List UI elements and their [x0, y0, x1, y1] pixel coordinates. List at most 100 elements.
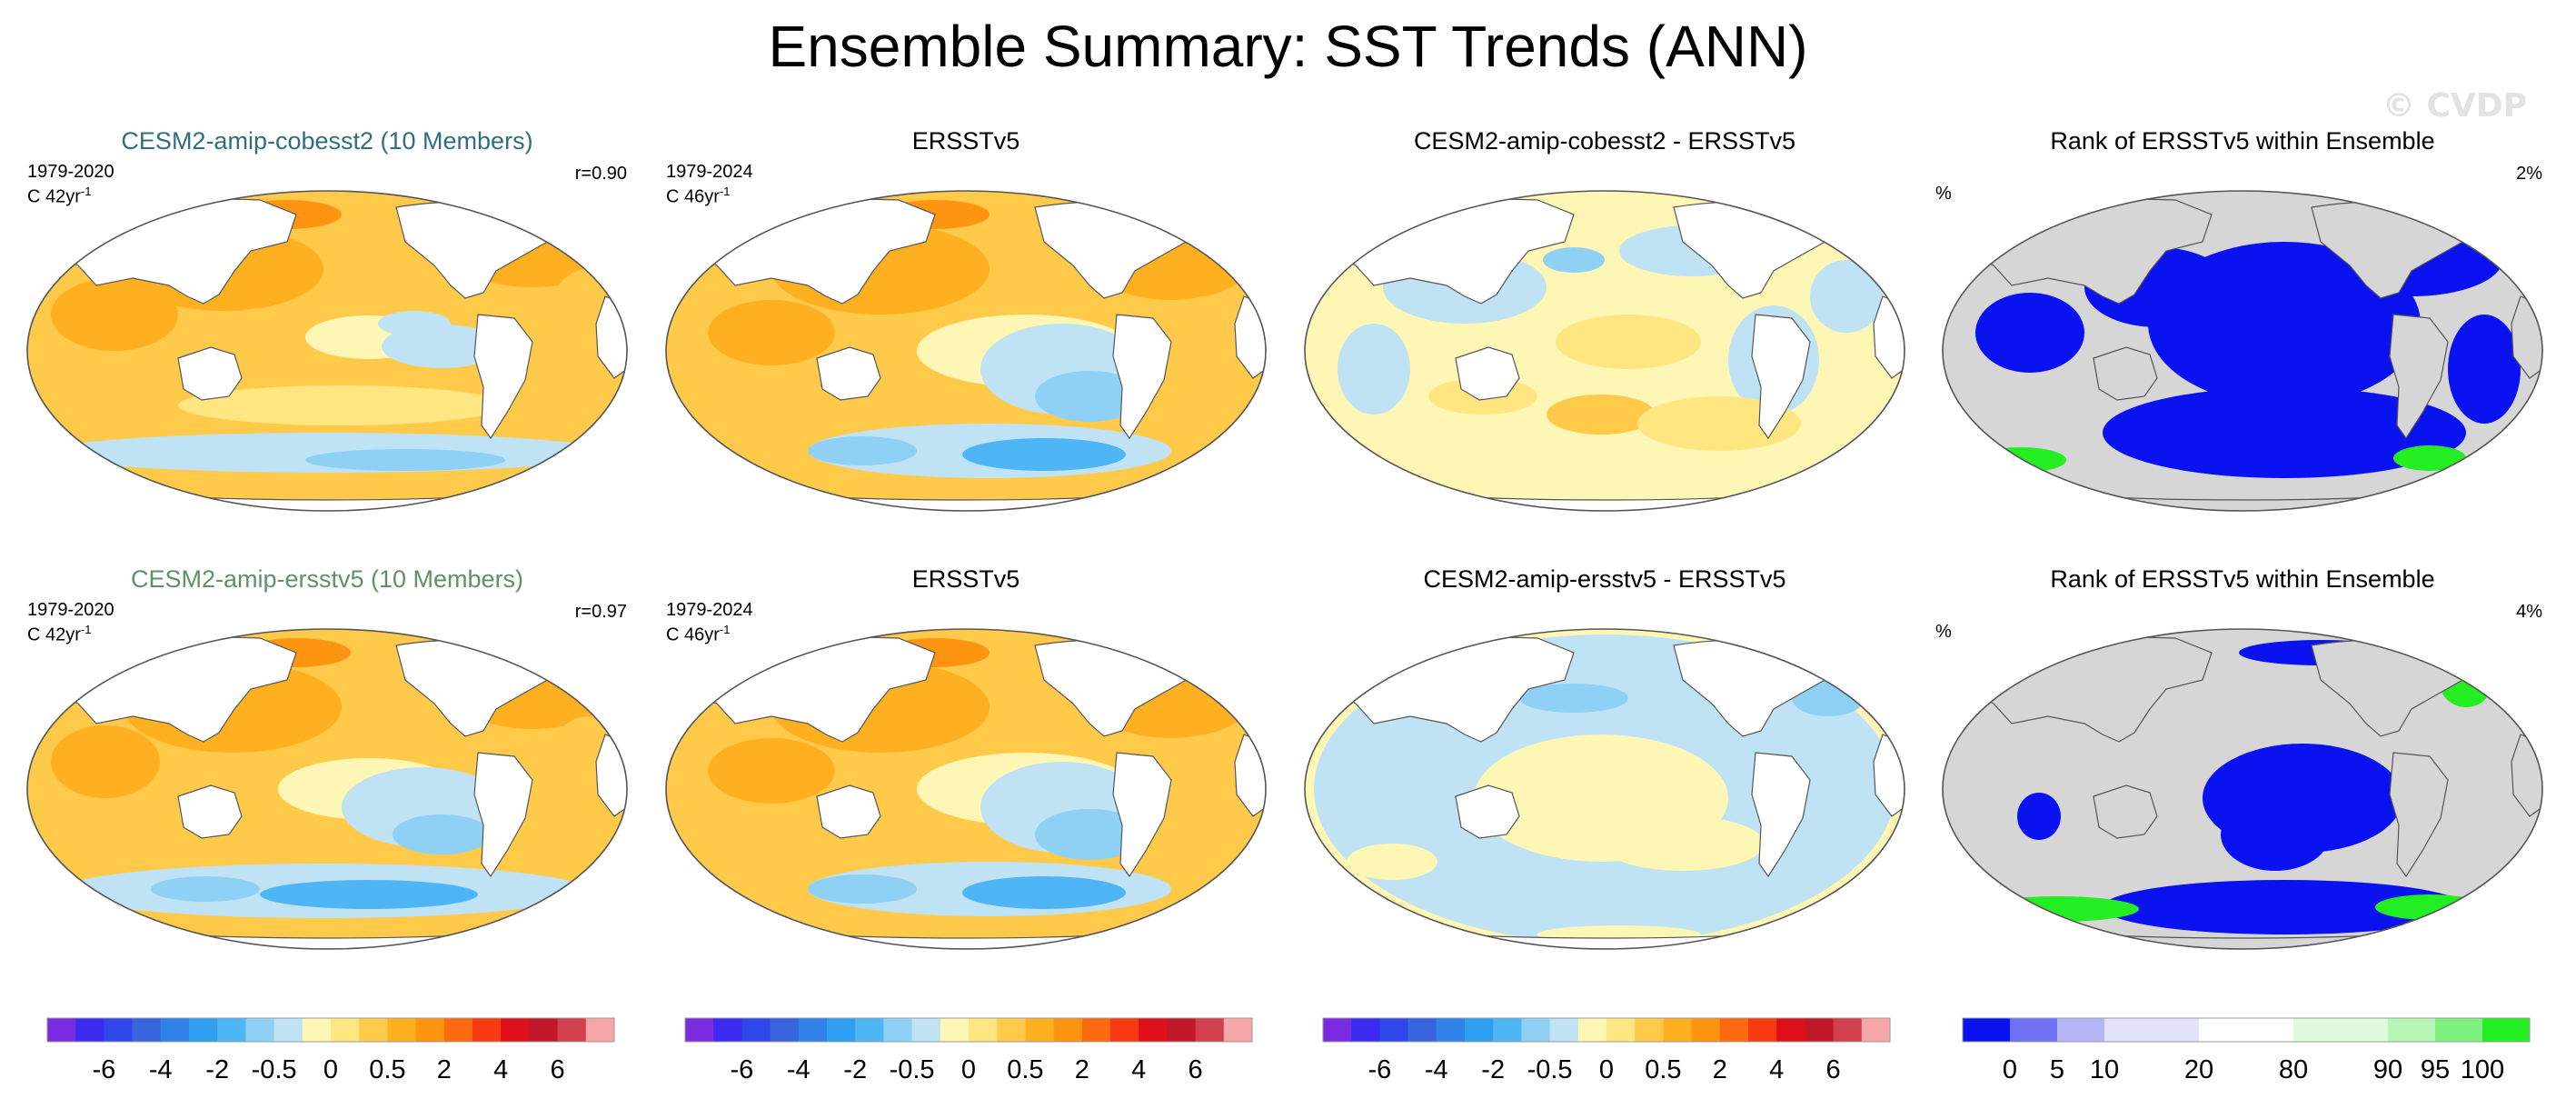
map-contents [1305, 629, 1905, 949]
panel-row2-model: CESM2-amip-ersstv5 (10 Members) 1979-202… [9, 554, 645, 982]
figure-title: Ensemble Summary: SST Trends (ANN) [768, 14, 1808, 79]
colorbar-tick-label: 100 [2461, 1055, 2504, 1084]
field-region [808, 874, 917, 904]
colorbar-swatch [585, 1018, 615, 1042]
colorbar-swatch [911, 1018, 941, 1042]
colorbar-frame [1322, 1017, 1891, 1043]
panel-row2-rank: Rank of ERSSTv5 within Ensemble % 4% [1925, 554, 2561, 982]
field-region [2103, 880, 2466, 934]
field-region [393, 814, 491, 854]
map-boundary [665, 628, 1267, 950]
colorbar-tick-label: 95 [2421, 1055, 2450, 1084]
units-exponent: -1 [80, 185, 92, 198]
colorbar-swatch [940, 1018, 970, 1042]
colorbar-swatch [1963, 1018, 2011, 1042]
colorbar-swatch [47, 1018, 76, 1042]
map-contents [27, 629, 627, 949]
period-label: 1979-2020 [27, 162, 114, 182]
correlation-label: r=0.90 [574, 164, 627, 184]
field-region [378, 311, 451, 336]
colorbar-tick-label: 0 [961, 1055, 976, 1084]
rank-percent-label: 2% [2516, 164, 2542, 184]
colorbar-swatch [969, 1018, 998, 1042]
colorbar-swatch [1167, 1018, 1197, 1042]
europe-landmass [1234, 652, 1266, 717]
units-exponent: -1 [719, 623, 731, 636]
field-region [178, 385, 505, 425]
europe-landmass [1873, 214, 1905, 279]
colorbar-svg: -6 -4 -2 -0.5 0 0.5 2 4 6 [684, 1017, 1253, 1084]
colorbar-swatch [529, 1018, 559, 1042]
colorbar-svg: -6 -4 -2 -0.5 0 0.5 2 4 6 [46, 1017, 615, 1084]
panel-title: Rank of ERSSTv5 within Ensemble [2050, 127, 2435, 155]
africa-landmass [2511, 734, 2542, 817]
field-region [2017, 793, 2061, 840]
australia-landmass [1455, 346, 1520, 401]
colorbar-tick-label: 2 [437, 1055, 452, 1084]
colorbar-tick-label: -6 [731, 1055, 754, 1084]
field-region [2375, 894, 2484, 920]
colorbar-swatch [1719, 1018, 1749, 1042]
colorbar-tick-label: 6 [1189, 1055, 1203, 1084]
period-label: 1979-2024 [666, 162, 753, 182]
units-label: C 46yr [666, 186, 720, 207]
colorbar-tick-label: -0.5 [252, 1055, 297, 1084]
field-region [962, 876, 1126, 909]
colorbar-swatch [2435, 1018, 2483, 1042]
colorbar-swatch [245, 1018, 275, 1042]
australia-landmass [2093, 784, 2158, 839]
colorbar-swatch [302, 1018, 332, 1042]
units-label: C 46yr [666, 624, 720, 645]
field-region [1543, 247, 1605, 273]
field-region [708, 300, 835, 365]
colorbar-swatch [387, 1018, 417, 1042]
colorbar-swatch [1606, 1018, 1636, 1042]
colorbar-tick-label: 90 [2373, 1055, 2402, 1084]
colorbar-swatch [1805, 1018, 1835, 1042]
field-region [1601, 816, 1765, 871]
colorbar-swatch [1407, 1018, 1437, 1042]
colorbar-frame [684, 1017, 1253, 1043]
colorbar-swatch [741, 1018, 771, 1042]
africa-landmass [595, 295, 627, 379]
colorbar-tick-label: -2 [1481, 1055, 1505, 1084]
colorbar-tick-label: -6 [93, 1055, 116, 1084]
colorbar-swatch [1081, 1018, 1111, 1042]
samerica-landmass [1112, 314, 1172, 440]
colorbar-tick-label: 4 [493, 1055, 508, 1084]
sst-trend-map [26, 190, 628, 512]
colorbar-swatch [2388, 1018, 2436, 1042]
panel-row1-model: CESM2-amip-cobesst2 (10 Members) 1979-20… [9, 116, 645, 544]
colorbar-swatch [1223, 1018, 1253, 1042]
field-region [51, 278, 178, 351]
europe-landmass [595, 652, 627, 717]
field-region [260, 880, 478, 909]
colorbar-tick-label: 0 [1599, 1055, 1614, 1084]
europe-landmass [1234, 214, 1266, 279]
sst-trend-map [665, 628, 1267, 950]
cvdp-watermark: © CVDP [2382, 87, 2527, 125]
colorbar-swatch [132, 1018, 162, 1042]
colorbar-tick-label: 6 [551, 1055, 565, 1084]
sst-difference-map [1304, 628, 1905, 950]
map-contents [666, 191, 1266, 511]
colorbar-tick-label: 80 [2279, 1055, 2308, 1084]
colorbar-swatch [2199, 1018, 2247, 1042]
africa-landmass [1234, 295, 1266, 379]
rank-percent-label: 4% [2516, 602, 2542, 622]
europe-landmass [1873, 652, 1905, 717]
colorbar-frame [1962, 1017, 2531, 1043]
panel-row2-diff: CESM2-amip-ersstv5 - ERSSTv5 [1287, 554, 1923, 982]
colorbar-frame [46, 1017, 615, 1043]
map-boundary [1942, 190, 2543, 512]
colorbar-tick-label: 2 [1075, 1055, 1089, 1084]
colorbar-swatch [557, 1018, 587, 1042]
colorbar-swatch [1549, 1018, 1579, 1042]
colorbar-swatch [2341, 1018, 2389, 1042]
period-label: 1979-2024 [666, 600, 753, 620]
colorbar-swatch [472, 1018, 502, 1042]
colorbar-tick-label: -6 [1368, 1055, 1392, 1084]
colorbar-swatch [770, 1018, 800, 1042]
map-contents [1943, 629, 2542, 949]
field-region [1035, 809, 1144, 860]
